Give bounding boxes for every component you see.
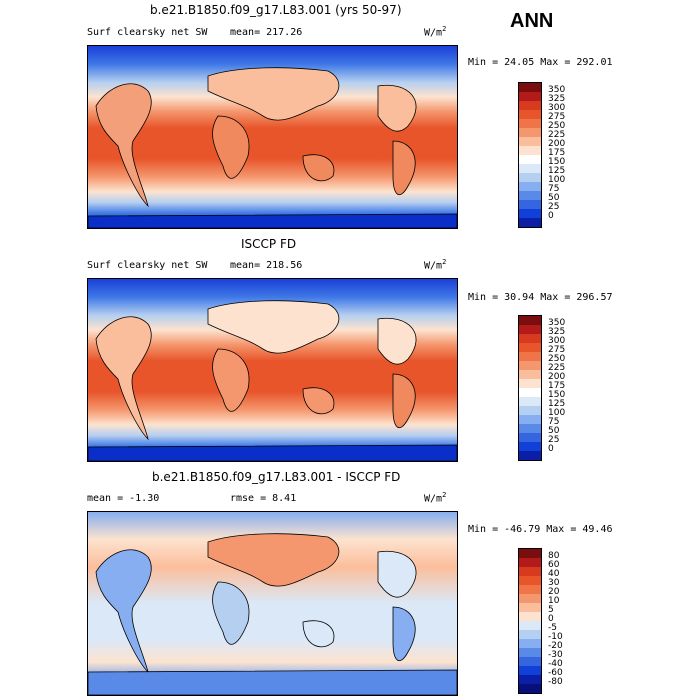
panel-1-mean: mean= 217.26 xyxy=(230,27,303,38)
colorbar-tick-label: 350 xyxy=(548,318,566,328)
colorbar-tick-label: 75 xyxy=(548,184,560,194)
colorbar-tick-label: -20 xyxy=(548,641,563,651)
colorbar-tick-label: 0 xyxy=(548,211,554,221)
colorbar-tick-label: 150 xyxy=(548,157,566,167)
panel-2-map-svg xyxy=(88,279,457,461)
panel-2-variable: Surf clearsky net SW xyxy=(87,260,208,271)
panel-1-colorbar-fill xyxy=(519,83,541,227)
colorbar-tick-label: 150 xyxy=(548,390,566,400)
colorbar-tick-label: 50 xyxy=(548,193,560,203)
colorbar-tick-label: -10 xyxy=(548,632,563,642)
colorbar-tick-label: -5 xyxy=(548,623,557,633)
colorbar-tick-label: -30 xyxy=(548,650,563,660)
colorbar-tick-label: 175 xyxy=(548,381,566,391)
panel-1-map xyxy=(87,45,458,229)
colorbar-tick-label: -40 xyxy=(548,659,563,669)
colorbar-tick-label: 100 xyxy=(548,175,566,185)
panel-1-map-svg xyxy=(88,46,457,228)
panel-3-mean: mean = -1.30 xyxy=(87,493,160,504)
colorbar-tick-label: 0 xyxy=(548,444,554,454)
colorbar-tick-label: 175 xyxy=(548,148,566,158)
panel-1-variable: Surf clearsky net SW xyxy=(87,27,208,38)
colorbar-tick-label: 75 xyxy=(548,417,560,427)
colorbar-tick-label: 100 xyxy=(548,408,566,418)
colorbar-tick-label: 200 xyxy=(548,139,566,149)
panel-2-map xyxy=(87,278,458,462)
colorbar-tick-label: 40 xyxy=(548,569,560,579)
colorbar-tick-label: 125 xyxy=(548,399,566,409)
panel-3-colorbar-fill xyxy=(519,549,541,693)
panel-2-colorbar xyxy=(518,315,542,461)
panel-3-colorbar xyxy=(518,548,542,694)
colorbar-tick-label: 225 xyxy=(548,363,566,373)
panel-3-map xyxy=(87,511,458,696)
colorbar-tick-label: 275 xyxy=(548,112,566,122)
colorbar-tick-label: 300 xyxy=(548,336,566,346)
panel-1-colorbar xyxy=(518,82,542,228)
colorbar-tick-label: 50 xyxy=(548,426,560,436)
panel-1-units: W/m2 xyxy=(424,25,447,39)
colorbar-tick-label: 350 xyxy=(548,85,566,95)
colorbar-tick-label: 225 xyxy=(548,130,566,140)
colorbar-tick-label: 80 xyxy=(548,551,560,561)
colorbar-tick-label: 25 xyxy=(548,202,560,212)
colorbar-tick-label: 10 xyxy=(548,596,560,606)
panel-2-colorbar-fill xyxy=(519,316,541,460)
colorbar-tick-label: -80 xyxy=(548,677,563,687)
colorbar-tick-label: 275 xyxy=(548,345,566,355)
colorbar-tick-label: 325 xyxy=(548,327,566,337)
panel-3-minmax: Min = -46.79 Max = 49.46 xyxy=(468,524,613,535)
colorbar-tick-label: 200 xyxy=(548,372,566,382)
panel-2-mean: mean= 218.56 xyxy=(230,260,303,271)
colorbar-tick-label: 60 xyxy=(548,560,560,570)
colorbar-tick-label: 125 xyxy=(548,166,566,176)
panel-1-minmax: Min = 24.05 Max = 292.01 xyxy=(468,57,613,68)
panel-3-rmse: rmse = 8.41 xyxy=(230,493,297,504)
season-label: ANN xyxy=(510,10,554,32)
colorbar-tick-label: 5 xyxy=(548,605,554,615)
panel-3-map-svg xyxy=(88,512,457,695)
panel-3-title: b.e21.B1850.f09_g17.L83.001 - ISCCP FD xyxy=(152,470,401,484)
colorbar-tick-label: 325 xyxy=(548,94,566,104)
colorbar-tick-label: -60 xyxy=(548,668,563,678)
colorbar-tick-label: 250 xyxy=(548,121,566,131)
panel-1-title: b.e21.B1850.f09_g17.L83.001 (yrs 50-97) xyxy=(150,3,402,17)
colorbar-tick-label: 25 xyxy=(548,435,560,445)
colorbar-tick-label: 300 xyxy=(548,103,566,113)
colorbar-tick-label: 0 xyxy=(548,614,554,624)
panel-2-units: W/m2 xyxy=(424,258,447,272)
panel-3-units: W/m2 xyxy=(424,491,447,505)
colorbar-tick-label: 20 xyxy=(548,587,560,597)
colorbar-tick-label: 250 xyxy=(548,354,566,364)
colorbar-tick-label: 30 xyxy=(548,578,560,588)
panel-2-minmax: Min = 30.94 Max = 296.57 xyxy=(468,292,613,303)
panel-2-title: ISCCP FD xyxy=(241,237,297,251)
